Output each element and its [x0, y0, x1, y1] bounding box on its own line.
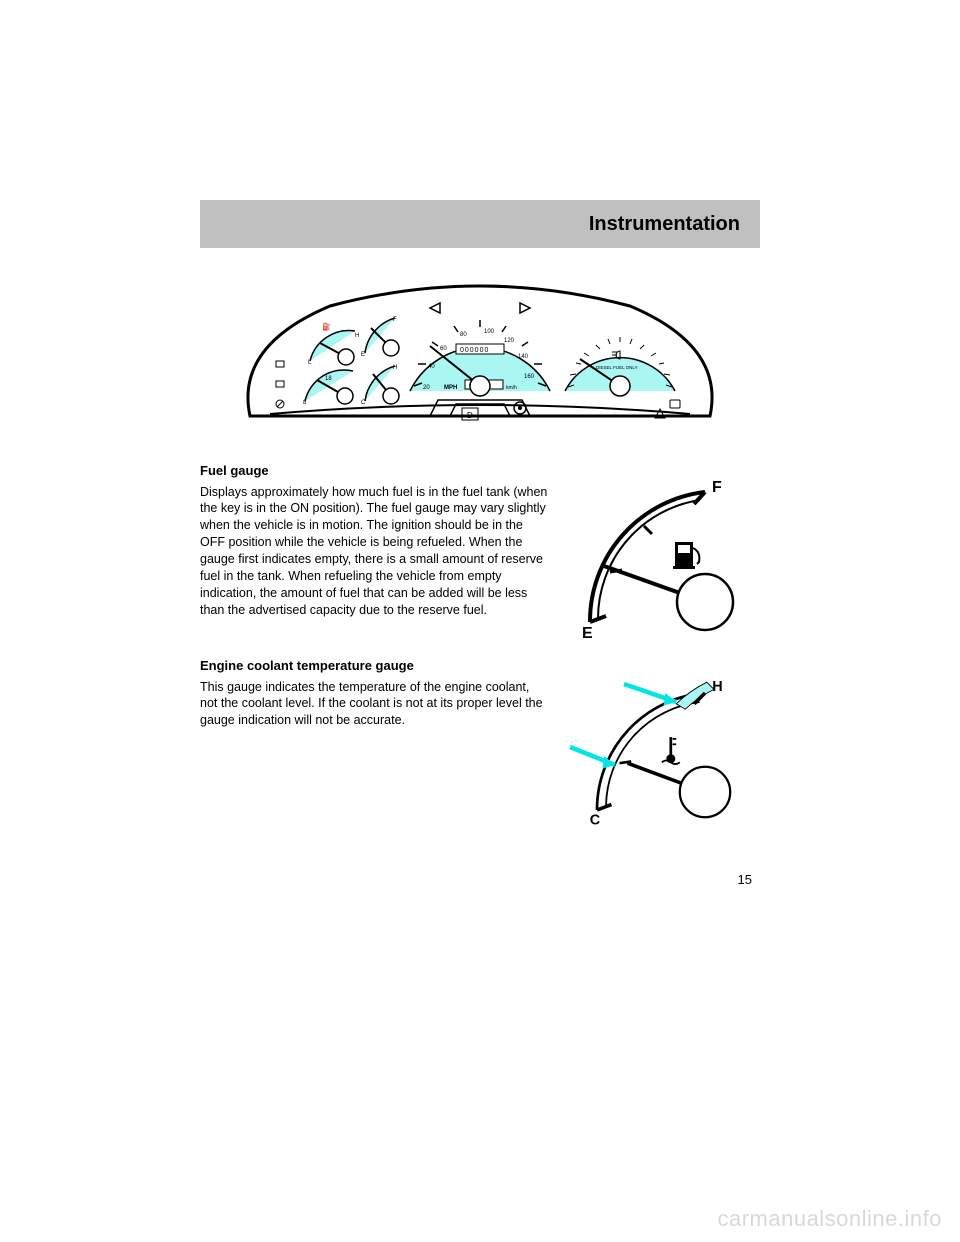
fuel-f-label: F	[393, 317, 397, 323]
spd-100: 100	[484, 329, 495, 335]
spd-60: 60	[440, 346, 447, 352]
spd-140: 140	[518, 354, 529, 360]
fuel-e-label: E	[361, 352, 365, 358]
batt-18: 18	[325, 376, 332, 382]
temp-C: C	[590, 812, 600, 828]
watermark: carmanualsonline.info	[717, 1206, 942, 1232]
fuel-gauge-figure: F E	[560, 462, 760, 642]
cluster-svg: L H ⛽ F E 8 18	[220, 276, 740, 446]
spd-160: 160	[524, 374, 535, 380]
gear-indicator: D	[462, 408, 478, 420]
spd-40: 40	[428, 364, 435, 370]
page-header: Instrumentation	[200, 200, 760, 248]
door-ajar-icon	[276, 361, 284, 367]
kmh-label: km/h	[506, 385, 517, 391]
tach-diesel-label: DIESEL FUEL ONLY	[596, 365, 638, 370]
temp-gauge-section: Engine coolant temperature gauge This ga…	[200, 657, 760, 842]
temp-H: H	[712, 679, 722, 695]
fuel-F: F	[712, 479, 722, 496]
oil-l-label: L	[308, 360, 312, 366]
fuel-gauge-body: Displays approximately how much fuel is …	[200, 484, 550, 619]
oil-h-label: H	[355, 333, 359, 339]
spd-80: 80	[460, 332, 467, 338]
arrow-to-hot-band	[624, 684, 676, 706]
svg-text:⛽: ⛽	[322, 322, 331, 331]
spd-120: 120	[504, 338, 515, 344]
fuel-gauge-section: Fuel gauge Displays approximately how mu…	[200, 462, 760, 647]
thermometer-icon	[662, 737, 680, 764]
temp-h-label: H	[393, 365, 397, 371]
engine-icon	[670, 400, 680, 408]
seatbelt-icon	[276, 400, 284, 408]
temp-gauge-title: Engine coolant temperature gauge	[200, 657, 550, 675]
temp-gauge-figure: H C	[560, 657, 760, 837]
page-number: 15	[200, 872, 760, 887]
fuel-pump-icon	[673, 542, 699, 569]
temp-gauge-body: This gauge indicates the temperature of …	[200, 679, 550, 730]
temp-c-label: C	[361, 400, 366, 406]
batt-8: 8	[303, 400, 307, 406]
fuel-gauge-title: Fuel gauge	[200, 462, 550, 480]
svg-text:D: D	[467, 411, 473, 420]
page-title: Instrumentation	[589, 213, 740, 236]
fuel-E: E	[582, 625, 593, 642]
odometer: 000000	[460, 347, 489, 354]
airbag-icon	[276, 381, 284, 387]
mph-label: MPH	[444, 385, 457, 391]
spd-20: 20	[423, 385, 430, 391]
instrument-cluster-figure: L H ⛽ F E 8 18	[200, 276, 760, 446]
